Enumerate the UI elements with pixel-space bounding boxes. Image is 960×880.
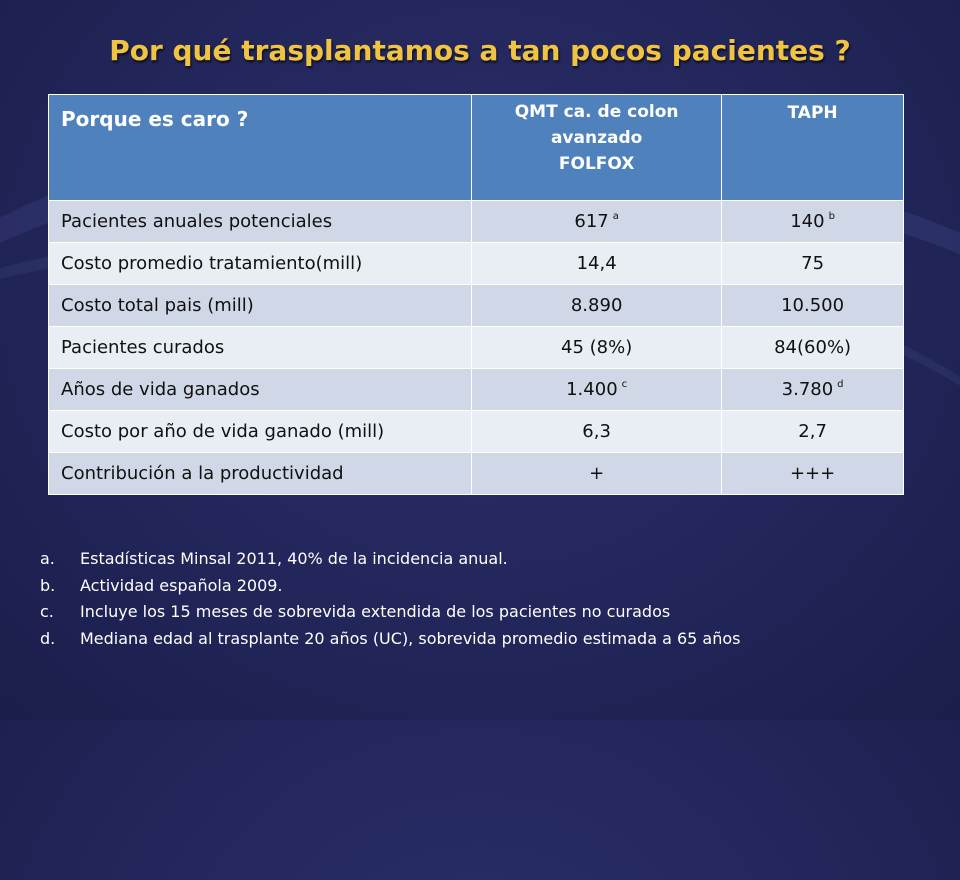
- taph-value: 10.500: [721, 284, 904, 327]
- header-qmt-regimen: FOLFOX: [558, 154, 635, 174]
- footnote-item: b. Actividad española 2009.: [40, 573, 940, 600]
- header-taph: TAPH: [721, 94, 904, 201]
- header-question: Porque es caro ?: [47, 94, 473, 201]
- taph-value: 84(60%): [721, 326, 904, 369]
- row-label: Contribución a la productividad: [47, 452, 473, 495]
- table-row: Costo por año de vida ganado (mill) 6,3 …: [47, 410, 904, 453]
- qmt-footnote-ref: a: [612, 211, 619, 222]
- qmt-value: +: [471, 452, 723, 495]
- row-label: Costo por año de vida ganado (mill): [47, 410, 473, 453]
- footnote-marker: c.: [40, 602, 54, 621]
- footnote-marker: d.: [40, 628, 56, 648]
- taph-footnote-ref: d: [837, 379, 844, 390]
- table-row: Contribución a la productividad + +++: [47, 452, 904, 495]
- taph-value: 3.780 d: [721, 368, 904, 411]
- table-header-row: Porque es caro ? QMT ca. de colon avanza…: [47, 94, 904, 201]
- table-row: Pacientes anuales potenciales 617 a 140 b: [47, 200, 904, 243]
- qmt-value: 14,4: [471, 242, 723, 285]
- footnote-text: Actividad española 2009.: [80, 575, 283, 595]
- footnote-marker: a.: [40, 549, 55, 568]
- taph-value: 75: [721, 242, 904, 285]
- footnotes-list: a. Estadísticas Minsal 2011, 40% de la in…: [40, 546, 940, 652]
- footnote-item: a. Estadísticas Minsal 2011, 40% de la in…: [40, 546, 940, 573]
- row-label: Años de vida ganados: [47, 368, 473, 411]
- footnote-text: Incluye los 15 meses de sobrevida extend…: [80, 602, 671, 621]
- row-label: Costo promedio tratamiento(mill): [47, 242, 473, 285]
- table-row: Años de vida ganados 1.400 c 3.780 d: [47, 368, 904, 411]
- slide-title: Por qué trasplantamos a tan pocos pacien…: [109, 34, 851, 67]
- cost-comparison-table: Porque es caro ? QMT ca. de colon avanza…: [47, 94, 904, 495]
- qmt-value: 1.400 c: [471, 368, 723, 411]
- taph-value: +++: [721, 452, 904, 495]
- table-row: Pacientes curados 45 (8%) 84(60%): [47, 326, 904, 369]
- footnote-text: Estadísticas Minsal 2011, 40% de la inci…: [80, 549, 508, 568]
- footnote-marker: b.: [40, 575, 56, 595]
- table-row: Costo total pais (mill) 8.890 10.500: [47, 284, 904, 327]
- footnote-item: d. Mediana edad al trasplante 20 años (UC…: [40, 626, 940, 653]
- row-label: Costo total pais (mill): [47, 284, 473, 327]
- qmt-footnote-ref: c: [621, 379, 628, 390]
- taph-value: 2,7: [721, 410, 904, 453]
- header-qmt-label: QMT ca. de colon avanzado: [514, 102, 679, 148]
- qmt-value: 45 (8%): [471, 326, 723, 369]
- row-label: Pacientes anuales potenciales: [47, 200, 473, 243]
- header-qmt: QMT ca. de colon avanzado FOLFOX: [471, 94, 723, 201]
- taph-footnote-ref: b: [828, 211, 835, 222]
- qmt-value: 8.890: [471, 284, 723, 327]
- qmt-value: 6,3: [471, 410, 723, 453]
- qmt-value: 617 a: [471, 200, 723, 243]
- footnote-text: Mediana edad al trasplante 20 años (UC),…: [80, 628, 741, 648]
- footnote-item: c. Incluye los 15 meses de sobrevida exte…: [40, 599, 940, 626]
- table-row: Costo promedio tratamiento(mill) 14,4 75: [47, 242, 904, 285]
- row-label: Pacientes curados: [47, 326, 473, 369]
- taph-value: 140 b: [721, 200, 904, 243]
